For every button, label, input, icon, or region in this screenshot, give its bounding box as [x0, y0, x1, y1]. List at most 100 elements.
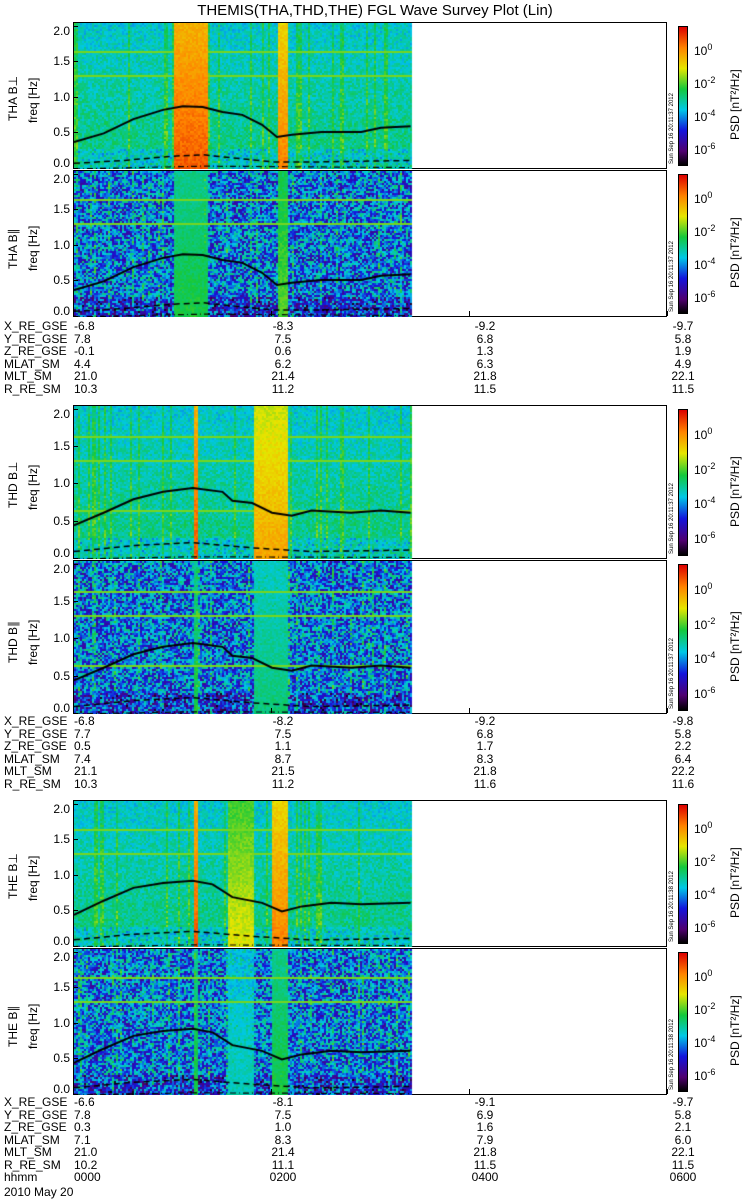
ephemeris-value: 11.6 — [473, 776, 497, 791]
colorbar-label: PSD [nT²/Hz] — [728, 610, 742, 682]
y-tick-label: 0.5 — [53, 273, 70, 288]
spectrogram-canvas — [74, 406, 668, 559]
ephemeris-value: 11.2 — [271, 776, 295, 791]
ephemeris-value: -6.8 — [74, 319, 95, 333]
colorbar-label: PSD [nT²/Hz] — [728, 995, 742, 1066]
ephemeris-value: 21.4 — [271, 1145, 295, 1159]
y-tick-mark — [73, 446, 78, 448]
y-tick-label: 0.5 — [53, 668, 70, 683]
y-tick-label: 2.0 — [53, 171, 70, 186]
ephemeris-value: 0600 — [669, 1170, 697, 1184]
ephemeris-row-label: X_RE_GSE — [4, 319, 68, 333]
y-tick-label: 0.0 — [53, 701, 70, 715]
y-tick-label: 1.5 — [53, 439, 70, 454]
colorbar-label: PSD [nT²/Hz] — [728, 847, 742, 918]
y-tick-mark — [73, 132, 78, 134]
colorbar-tick-label: 10-6 — [694, 529, 716, 546]
colorbar-tick-label: 100 — [694, 189, 713, 206]
freq-axis-label: freq [Hz] — [26, 1003, 40, 1049]
spectrogram-panel — [73, 170, 668, 317]
ephemeris-value: 21.0 — [74, 369, 98, 383]
colorbar-tick-label: 100 — [694, 41, 713, 58]
colorbar-label: PSD [nT²/Hz] — [728, 455, 742, 527]
ephemeris-value: 0.5 — [74, 739, 91, 753]
timestamp-label: Sun Sep 16 20:11:37 2012 — [669, 241, 675, 312]
colorbar-tick-label: 10-4 — [694, 255, 716, 272]
y-tick-label: 0.0 — [53, 546, 70, 560]
timestamp-label: Sun Sep 16 20:11:37 2012 — [669, 638, 675, 709]
timestamp-label: Sun Sep 16 20:11:38 2012 — [669, 1019, 675, 1090]
ephemeris-value: 6.2 — [274, 356, 292, 371]
y-tick-mark — [73, 1022, 78, 1024]
ephemeris-value: -9.2 — [474, 714, 496, 728]
ephemeris-value: 21.8 — [473, 764, 497, 778]
spectrogram-canvas — [74, 801, 668, 947]
colorbar-tick-label: 10-4 — [694, 495, 716, 512]
spectrogram-panel — [73, 948, 668, 1095]
y-tick-mark — [73, 563, 78, 565]
x-tick-mark — [667, 1089, 668, 1094]
ephemeris-value: 1.7 — [476, 739, 494, 753]
x-tick-mark — [469, 1089, 470, 1094]
y-tick-mark — [73, 803, 78, 805]
y-tick-mark — [73, 209, 78, 211]
ephemeris-row-label: hhmm — [4, 1170, 38, 1184]
colorbar-label: PSD [nT²/Hz] — [728, 69, 742, 140]
ephemeris-value: 7.1 — [74, 1132, 91, 1147]
ephemeris-value: 5.8 — [674, 726, 692, 741]
x-tick-mark — [73, 311, 74, 316]
y-tick-label: 2.0 — [53, 801, 70, 816]
ephemeris-row-label: Z_RE_GSE — [4, 344, 67, 358]
ephemeris-value: 22.1 — [671, 369, 695, 383]
y-tick-mark — [73, 61, 78, 63]
ephemeris-row-label: MLT_SM — [4, 369, 52, 383]
ephemeris-value: 2.1 — [674, 1120, 692, 1134]
ephemeris-value: -9.7 — [672, 1095, 694, 1109]
ephemeris-row-label: X_RE_GSE — [4, 714, 68, 728]
ephemeris-row-label: Z_RE_GSE — [4, 739, 67, 753]
ephemeris-value: 21.5 — [271, 764, 295, 778]
ephemeris-row-label: MLAT_SM — [4, 356, 60, 371]
colorbar — [678, 952, 688, 1092]
ephemeris-value: 7.7 — [74, 726, 91, 741]
ephemeris-value: 0200 — [269, 1170, 297, 1184]
y-tick-mark — [73, 713, 78, 714]
colorbar — [678, 26, 688, 166]
ephemeris-row-label: R_RE_SM — [4, 1157, 61, 1172]
ephemeris-value: 0000 — [74, 1170, 101, 1184]
ephemeris-value: 21.4 — [271, 369, 295, 383]
colorbar-tick-label: 100 — [694, 967, 713, 984]
y-tick-label: 1.0 — [53, 1015, 70, 1030]
ephemeris-row-label: X_RE_GSE — [4, 1095, 68, 1109]
ephemeris-value: 11.5 — [473, 381, 497, 396]
y-tick-label: 2.0 — [53, 406, 70, 421]
y-tick-mark — [73, 874, 78, 876]
freq-axis-label: freq [Hz] — [26, 855, 40, 901]
ephemeris-value: 22.1 — [671, 1145, 695, 1159]
ephemeris-row-label: R_RE_SM — [4, 381, 61, 396]
y-tick-label: 0.0 — [53, 304, 70, 318]
y-tick-label: 1.5 — [53, 594, 70, 609]
colorbar-tick-label: 10-2 — [694, 615, 716, 632]
ephemeris-value: 11.5 — [671, 1157, 695, 1172]
ephemeris-value: 6.8 — [476, 726, 494, 741]
ephemeris-value: 6.8 — [476, 331, 494, 346]
colorbar-tick-label: 100 — [694, 580, 713, 597]
ephemeris-value: 22.2 — [671, 764, 695, 778]
y-axis-label: THA B∥ — [6, 228, 20, 269]
y-tick-mark — [73, 946, 78, 947]
timestamp-label: Sun Sep 16 20:11:37 2012 — [669, 483, 675, 554]
ephemeris-value: 5.8 — [674, 331, 692, 346]
colorbar-tick-label: 10-4 — [694, 107, 716, 124]
freq-axis-label: freq [Hz] — [26, 464, 40, 510]
x-tick-mark — [73, 1089, 74, 1094]
y-tick-mark — [73, 839, 78, 841]
ephemeris-value: 21.8 — [473, 1145, 497, 1159]
spectrogram-canvas — [74, 561, 668, 714]
y-tick-mark — [73, 408, 78, 410]
ephemeris-value: -0.1 — [74, 344, 95, 358]
ephemeris-value: -9.2 — [474, 319, 496, 333]
ephemeris-row-label: MLT_SM — [4, 764, 52, 778]
ephemeris-value: 1.3 — [476, 344, 494, 358]
ephemeris-row-label: Y_RE_GSE — [4, 726, 68, 741]
